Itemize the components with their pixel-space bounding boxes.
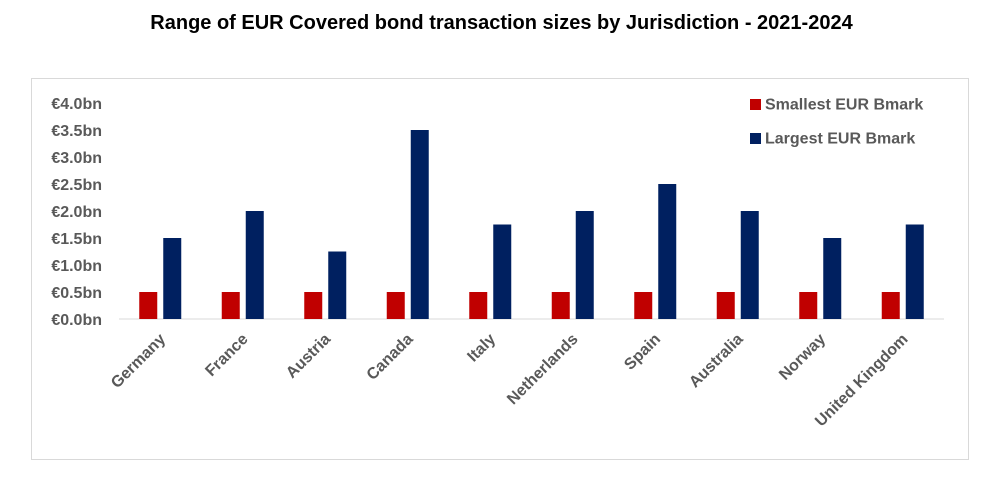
bar-largest-norway bbox=[823, 238, 842, 319]
bar-largest-italy bbox=[493, 224, 512, 319]
y-tick-label: €2.5bn bbox=[51, 177, 102, 194]
bar-largest-united-kingdom bbox=[905, 224, 924, 319]
bar-largest-australia bbox=[740, 211, 759, 319]
x-tick-label: Norway bbox=[776, 331, 829, 384]
bar-largest-canada bbox=[410, 130, 429, 319]
x-tick-label: Spain bbox=[621, 331, 664, 374]
bar-largest-austria bbox=[328, 251, 347, 319]
x-tick-label: Netherlands bbox=[504, 331, 581, 408]
bar-largest-france bbox=[245, 211, 264, 319]
y-tick-label: €3.0bn bbox=[51, 150, 102, 167]
bar-smallest-italy bbox=[469, 292, 488, 319]
y-tick-label: €3.5bn bbox=[51, 123, 102, 140]
bar-smallest-norway bbox=[799, 292, 818, 319]
bar-smallest-spain bbox=[634, 292, 653, 319]
bar-smallest-canada bbox=[386, 292, 405, 319]
y-tick-label: €1.0bn bbox=[51, 258, 102, 275]
bar-smallest-united-kingdom bbox=[881, 292, 900, 319]
bar-smallest-germany bbox=[139, 292, 158, 319]
x-tick-label: France bbox=[202, 331, 251, 380]
legend: Smallest EUR Bmark Largest EUR Bmark bbox=[750, 97, 923, 148]
x-tick-label: Austria bbox=[283, 331, 334, 382]
y-axis-ticks: €0.0bn €0.5bn €1.0bn €1.5bn €2.0bn €2.5bn €3.0… bbox=[51, 96, 102, 329]
y-tick-label: €4.0bn bbox=[51, 96, 102, 113]
bar-largest-netherlands bbox=[575, 211, 594, 319]
bar-smallest-austria bbox=[304, 292, 323, 319]
legend-label: Smallest EUR Bmark bbox=[765, 97, 923, 114]
bar-smallest-australia bbox=[716, 292, 735, 319]
chart-frame bbox=[31, 78, 969, 460]
y-tick-label: €2.0bn bbox=[51, 204, 102, 221]
bar-smallest-france bbox=[221, 292, 240, 319]
x-tick-label: Australia bbox=[686, 331, 747, 392]
x-tick-label: Germany bbox=[108, 331, 169, 392]
bar-largest-spain bbox=[658, 184, 677, 319]
chart-title: Range of EUR Covered bond transaction si… bbox=[150, 12, 853, 34]
y-tick-label: €0.0bn bbox=[51, 312, 102, 329]
x-axis-labels: Germany France Austria Canada Italy Netherlan… bbox=[108, 331, 912, 430]
legend-label: Largest EUR Bmark bbox=[765, 131, 915, 148]
bar-smallest-netherlands bbox=[551, 292, 570, 319]
x-tick-label: Italy bbox=[464, 331, 499, 366]
legend-swatch bbox=[750, 99, 761, 110]
legend-swatch bbox=[750, 133, 761, 144]
x-tick-label: Canada bbox=[364, 331, 417, 384]
y-tick-label: €0.5bn bbox=[51, 285, 102, 302]
bar-largest-germany bbox=[163, 238, 182, 319]
bars bbox=[139, 130, 924, 319]
y-tick-label: €1.5bn bbox=[51, 231, 102, 248]
x-tick-label: United Kingdom bbox=[812, 331, 911, 430]
